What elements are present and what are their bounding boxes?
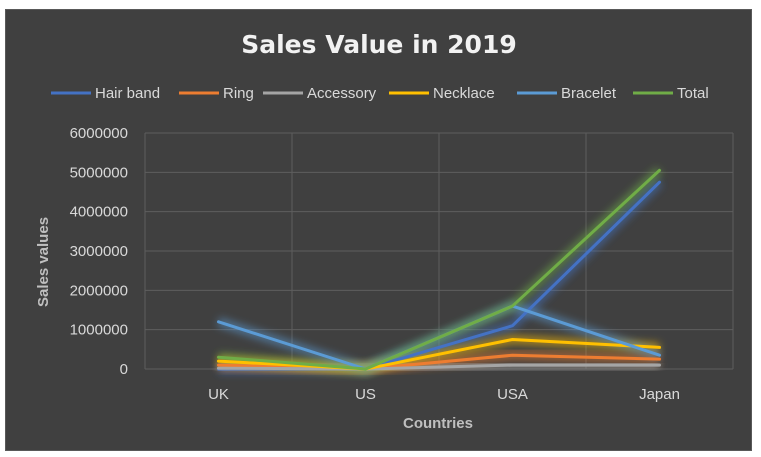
y-tick-label: 3000000 <box>70 243 128 260</box>
chart-title: Sales Value in 2019 <box>241 30 517 59</box>
legend: Hair band Ring Accessory Necklace Bracelet To… <box>51 85 709 102</box>
x-tick-label: US <box>355 386 376 403</box>
y-axis-ticks: 0 1000000 2000000 3000000 4000000 5000000 6000… <box>70 125 128 378</box>
line-chart: Sales Value in 2019 Hair band Ring Accesso… <box>35 30 734 432</box>
x-tick-label: UK <box>208 386 229 403</box>
legend-label: Accessory <box>307 85 377 102</box>
legend-label: Ring <box>223 85 254 102</box>
y-tick-label: 6000000 <box>70 125 128 142</box>
series-line <box>217 353 661 371</box>
y-tick-label: 5000000 <box>70 164 128 181</box>
series-lines <box>217 168 661 371</box>
series-line <box>217 363 661 371</box>
y-axis-label: Sales values <box>35 217 52 307</box>
x-tick-label: USA <box>497 386 528 403</box>
series-line <box>217 338 661 371</box>
x-tick-label: Japan <box>639 386 680 403</box>
series-line <box>217 168 661 371</box>
legend-label: Hair band <box>95 85 160 102</box>
y-tick-label: 4000000 <box>70 204 128 221</box>
legend-label: Bracelet <box>561 85 617 102</box>
y-tick-label: 1000000 <box>70 322 128 339</box>
y-tick-label: 0 <box>120 361 128 378</box>
x-axis-label: Countries <box>403 415 473 432</box>
legend-label: Total <box>677 85 709 102</box>
chart-area: Sales Value in 2019 Hair band Ring Accesso… <box>5 9 752 451</box>
y-tick-label: 2000000 <box>70 282 128 299</box>
legend-label: Necklace <box>433 85 495 102</box>
x-axis-ticks: UK US USA Japan <box>208 386 680 403</box>
